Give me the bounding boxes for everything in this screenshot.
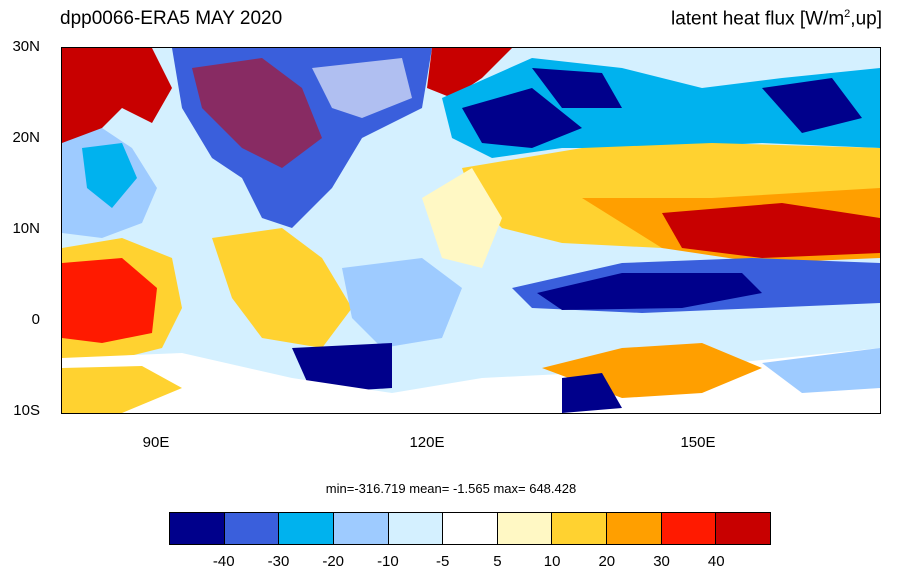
- colorbar-label: -10: [377, 553, 399, 570]
- lon-label-150e: 150E: [680, 434, 716, 451]
- variable-title-prefix: latent heat flux [W/m: [670, 8, 845, 30]
- colorbar-box: [224, 513, 280, 544]
- colorbar-box: [388, 513, 444, 544]
- colorbar-box: [333, 513, 389, 544]
- colorbar-box: [497, 513, 553, 544]
- lat-label-20n: 20N: [12, 129, 40, 146]
- warm-region-sumatra: [212, 228, 352, 348]
- colorbar-label: 30: [653, 553, 670, 570]
- region-south-china-sea: [422, 168, 502, 268]
- colorbar-box: [716, 513, 771, 544]
- cool-patch-bay-bengal: [82, 143, 137, 208]
- flux-map: [62, 48, 880, 413]
- lat-label-10s: 10S: [13, 402, 40, 419]
- hot-core-central-pacific: [662, 203, 880, 258]
- variable-title-suffix: ,up]: [850, 8, 882, 30]
- colorbar-label: 5: [493, 553, 502, 570]
- southern-band: [62, 348, 880, 413]
- map-title: dpp0066-ERA5 MAY 2020: [60, 8, 283, 29]
- cold-core-arafura: [562, 373, 622, 413]
- cold-core-northeast: [762, 78, 862, 133]
- colorbar-box: [661, 513, 717, 544]
- colorbar-box: [607, 513, 662, 544]
- region-borneo: [342, 258, 462, 348]
- colorbar-label: 40: [707, 553, 725, 570]
- lon-label-90e: 90E: [142, 434, 170, 451]
- cool-region-coral-sea: [762, 348, 880, 393]
- hot-core-indian-ocean: [62, 258, 157, 343]
- cold-core-north: [532, 68, 622, 108]
- flux-map-image: [62, 48, 880, 413]
- variable-title: latent heat flux [W/m2,up]: [671, 8, 882, 30]
- colorbar-box: [443, 513, 498, 544]
- colorbar-label: 10: [543, 553, 561, 570]
- warm-region-east-china: [427, 48, 512, 98]
- colorbar-label: -40: [212, 553, 235, 570]
- equatorial-cold-core: [537, 273, 762, 310]
- lat-label-10n: 10N: [12, 220, 40, 237]
- colorbar-box: [279, 513, 334, 544]
- land-china-south: [312, 58, 412, 118]
- colorbar-label: -5: [435, 553, 450, 570]
- variable-title-superscript: 2: [844, 8, 851, 20]
- land-indochina-warm: [192, 58, 322, 168]
- warm-region-india: [62, 48, 172, 148]
- warm-region-south-west: [62, 366, 182, 413]
- cold-core-java-sea: [292, 343, 392, 393]
- lat-label-equator: 0: [31, 311, 40, 328]
- colorbar-label: -20: [322, 553, 345, 570]
- colorbar-box: [170, 513, 225, 544]
- stats-line: min=-316.719 mean= -1.565 max= 648.428: [325, 481, 577, 496]
- colorbar-box: [552, 513, 608, 544]
- lat-label-30n: 30N: [12, 38, 40, 55]
- cold-core-philippine-sea: [462, 88, 582, 148]
- colorbar-label: 20: [598, 553, 616, 570]
- lon-label-120e: 120E: [409, 434, 445, 451]
- colorbar-label: -30: [267, 553, 290, 570]
- colorbar: [169, 512, 771, 545]
